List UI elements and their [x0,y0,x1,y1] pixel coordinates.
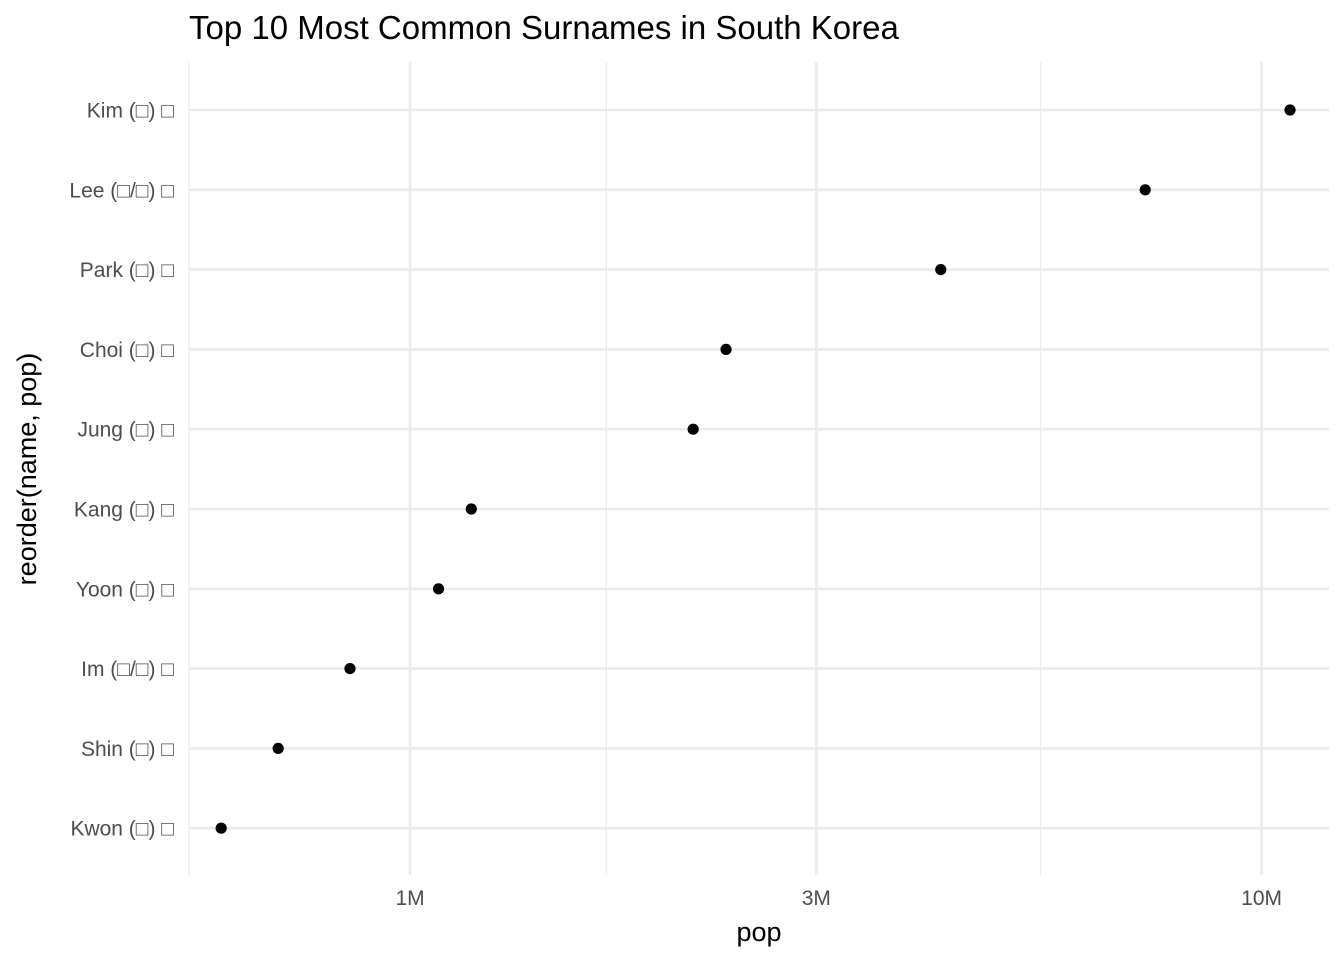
y-axis-tick-labels: Kim (□) □ Lee (□/□) □ Park (□) □ Choi (□) □… [69,100,174,841]
x-tick-label: 3M [802,887,831,910]
y-tick-label: Im (□/□) □ [81,658,174,681]
y-tick-label: Jung (□) □ [77,419,174,442]
y-tick-label: Kwon (□) □ [70,818,174,841]
data-point [465,503,477,515]
grid [188,62,1329,875]
data-points [215,104,1296,834]
x-tick-label: 1M [395,887,424,910]
data-point [272,742,284,755]
x-axis-title: pop [736,917,781,947]
data-point [1139,184,1151,196]
y-tick-label: Shin (□) □ [81,738,174,761]
y-tick-label: Yoon (□) □ [76,578,174,601]
data-point [344,663,356,675]
y-tick-label: Kim (□) □ [87,100,175,123]
y-tick-label: Kang (□) □ [74,499,174,522]
data-point [687,423,699,435]
y-tick-label: Park (□) □ [80,259,175,282]
data-point [1284,104,1296,116]
data-point [432,583,445,595]
data-point [720,343,732,355]
x-axis-tick-labels: 1M 3M 10M [395,887,1282,910]
x-tick-label: 10M [1241,887,1282,910]
data-point [935,264,947,276]
y-tick-label: Lee (□/□) □ [69,179,174,202]
y-axis-title: reorder(name, pop) [12,353,42,586]
chart-title: Top 10 Most Common Surnames in South Kor… [189,9,900,46]
data-point [215,822,227,834]
y-tick-label: Choi (□) □ [80,339,175,362]
